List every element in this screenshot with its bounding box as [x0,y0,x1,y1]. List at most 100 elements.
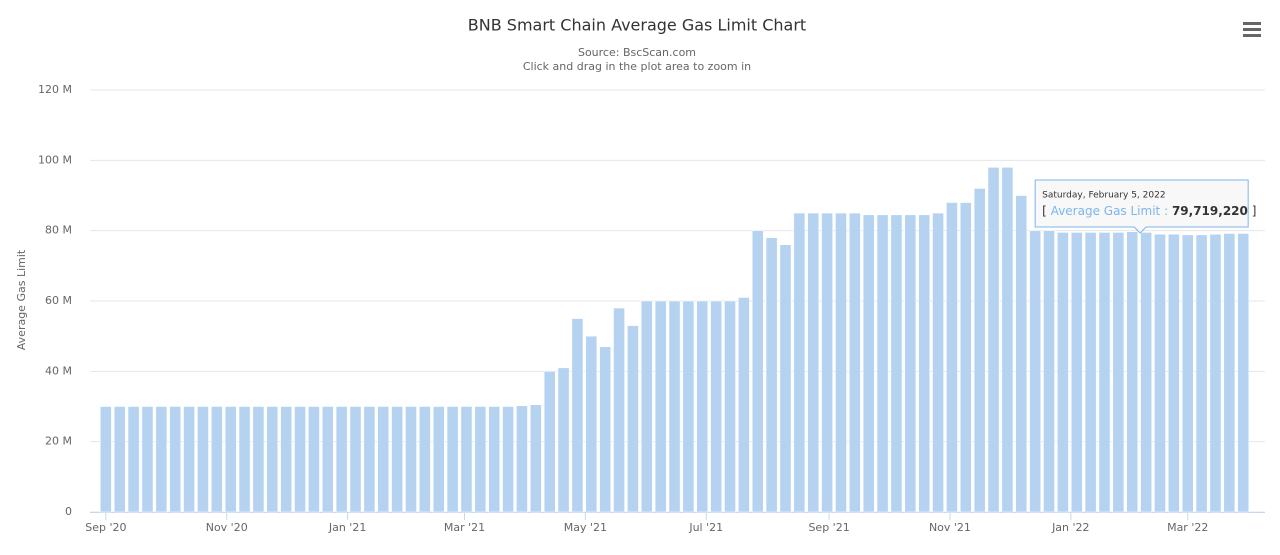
y-tick-label: 100 M [38,153,72,166]
bar [419,406,431,513]
tooltip-value: 79,719,220 [1172,204,1248,218]
x-tick-label: Mar '22 [1167,521,1208,534]
bar [127,406,140,513]
bar [710,300,722,513]
bar [821,212,833,513]
bar [1015,195,1028,513]
tooltip-box [1034,179,1249,234]
bar [238,406,251,513]
bar [571,318,584,513]
bar [793,212,806,513]
bar [530,404,542,513]
y-axis-label: Average Gas Limit [15,249,28,350]
bar [807,212,820,513]
bar [640,300,653,513]
bar [738,297,750,513]
bar [1154,233,1166,513]
bar [266,406,279,513]
x-tick-label: Jan '21 [328,521,366,534]
bar [141,406,154,513]
bar [391,406,403,513]
y-tick-label: 120 M [38,83,72,96]
x-tick-label: Jan '22 [1051,521,1089,534]
bar [405,406,417,513]
bar [946,202,958,513]
x-tick-label: Sep '20 [85,521,126,534]
bar [516,405,528,513]
subtitle: Source: BscScan.com [578,46,696,59]
tooltip-sep: : [1164,204,1168,218]
bar [1140,232,1152,513]
bar [1029,230,1041,513]
bar [613,307,625,513]
bar [1112,232,1125,513]
bar [474,406,487,513]
bar [502,406,514,513]
bar [696,300,709,513]
bar [668,300,681,513]
bar [960,202,972,513]
bar [890,214,903,513]
bar [1209,233,1222,513]
bar [335,406,348,513]
tooltip-line: [ Average Gas Limit : 79,719,220 ] [1042,204,1256,218]
tooltip-open: [ [1042,204,1047,218]
bar [987,167,1000,513]
x-tick-label: Nov '21 [929,521,971,534]
bar [446,406,459,513]
bar [294,406,306,513]
tooltip-label: Average Gas Limit [1051,204,1161,218]
tooltip-date: Saturday, February 5, 2022 [1042,191,1165,201]
bar [308,406,320,513]
bar [321,406,334,513]
bar [862,214,875,513]
chart-title: BNB Smart Chain Average Gas Limit Chart [468,16,806,35]
y-tick-label: 0 [65,505,72,518]
menu-button[interactable] [1243,22,1261,37]
bar [280,406,292,513]
bar [724,300,736,513]
bar [183,406,195,513]
bar [1223,233,1236,513]
bar [1070,232,1083,513]
bar [155,406,168,513]
bar [1084,232,1097,513]
bar [765,237,778,513]
subtitle: Click and drag in the plot area to zoom … [523,60,751,73]
bar [543,371,556,513]
bar [849,212,861,513]
bar [557,367,570,513]
bar [835,212,847,513]
bar [113,406,126,513]
bar [876,214,889,513]
y-tick-label: 60 M [45,294,72,307]
bar [682,300,695,513]
bar [779,244,792,513]
y-tick-label: 80 M [45,224,72,237]
bar [349,406,362,513]
bar [1001,167,1014,513]
x-tick-label: Mar '21 [444,521,485,534]
tooltip: Saturday, February 5, 2022 [ Average Gas… [1034,179,1256,234]
bar [918,214,930,513]
bar [211,406,223,513]
y-tick-label: 20 M [45,435,72,448]
bar [599,346,611,513]
bar [973,188,986,513]
bar [460,406,473,513]
x-tick-label: Sep '21 [808,521,849,534]
bar [100,406,112,513]
bar [1126,231,1139,513]
bar [169,406,182,513]
bar [377,406,390,513]
bar [363,406,376,513]
bar [488,406,501,513]
bar [1195,234,1208,513]
bar [751,230,764,513]
bar [654,300,667,513]
bar [252,406,265,513]
bar [932,212,944,513]
x-tick-label: Nov '20 [206,521,248,534]
bar [627,325,639,513]
